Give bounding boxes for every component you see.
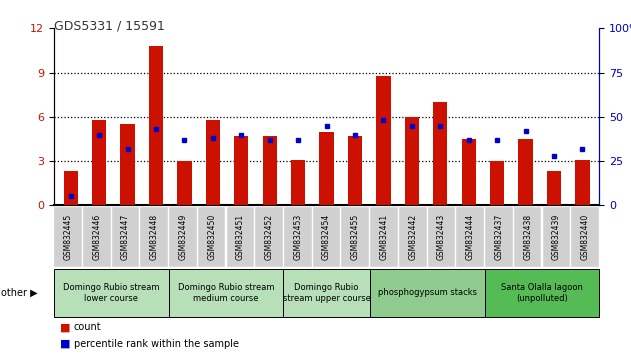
Bar xyxy=(490,161,504,205)
Text: GSM832452: GSM832452 xyxy=(264,214,274,260)
Bar xyxy=(547,171,561,205)
Bar xyxy=(519,139,533,205)
Text: GSM832443: GSM832443 xyxy=(437,214,446,260)
Text: GSM832451: GSM832451 xyxy=(236,214,245,260)
Bar xyxy=(376,75,391,205)
Bar xyxy=(177,161,192,205)
Text: GSM832438: GSM832438 xyxy=(523,214,532,260)
Text: Domingo Rubio
stream upper course: Domingo Rubio stream upper course xyxy=(283,283,370,303)
Text: Domingo Rubio stream
medium course: Domingo Rubio stream medium course xyxy=(178,283,274,303)
Bar xyxy=(291,160,305,205)
Text: GSM832445: GSM832445 xyxy=(64,214,73,260)
Text: ■: ■ xyxy=(60,339,71,349)
Bar xyxy=(461,139,476,205)
Text: GSM832444: GSM832444 xyxy=(466,214,475,260)
Bar xyxy=(92,120,106,205)
Text: GDS5331 / 15591: GDS5331 / 15591 xyxy=(54,19,165,33)
Bar xyxy=(262,136,277,205)
Text: GSM832448: GSM832448 xyxy=(150,214,158,260)
Bar xyxy=(121,124,134,205)
Bar xyxy=(575,160,589,205)
Text: other ▶: other ▶ xyxy=(1,288,37,298)
Text: GSM832454: GSM832454 xyxy=(322,214,331,260)
Bar xyxy=(64,171,78,205)
Text: GSM832455: GSM832455 xyxy=(351,214,360,260)
Text: Santa Olalla lagoon
(unpolluted): Santa Olalla lagoon (unpolluted) xyxy=(501,283,583,303)
Text: GSM832441: GSM832441 xyxy=(379,214,389,260)
Text: GSM832439: GSM832439 xyxy=(552,214,561,260)
Bar xyxy=(234,136,249,205)
Text: Domingo Rubio stream
lower course: Domingo Rubio stream lower course xyxy=(63,283,160,303)
Text: GSM832437: GSM832437 xyxy=(495,214,504,260)
Text: GSM832446: GSM832446 xyxy=(92,214,101,260)
Text: GSM832442: GSM832442 xyxy=(408,214,417,260)
Bar xyxy=(348,136,362,205)
Bar xyxy=(319,132,334,205)
Bar xyxy=(206,120,220,205)
Bar xyxy=(433,102,447,205)
Text: count: count xyxy=(74,322,102,332)
Text: GSM832453: GSM832453 xyxy=(293,214,302,260)
Text: GSM832449: GSM832449 xyxy=(179,214,187,260)
Text: phosphogypsum stacks: phosphogypsum stacks xyxy=(377,289,476,297)
Bar xyxy=(149,46,163,205)
Text: GSM832450: GSM832450 xyxy=(207,214,216,260)
Bar xyxy=(404,117,419,205)
Text: percentile rank within the sample: percentile rank within the sample xyxy=(74,339,239,349)
Text: GSM832440: GSM832440 xyxy=(581,214,589,260)
Text: GSM832447: GSM832447 xyxy=(121,214,130,260)
Text: ■: ■ xyxy=(60,322,71,332)
